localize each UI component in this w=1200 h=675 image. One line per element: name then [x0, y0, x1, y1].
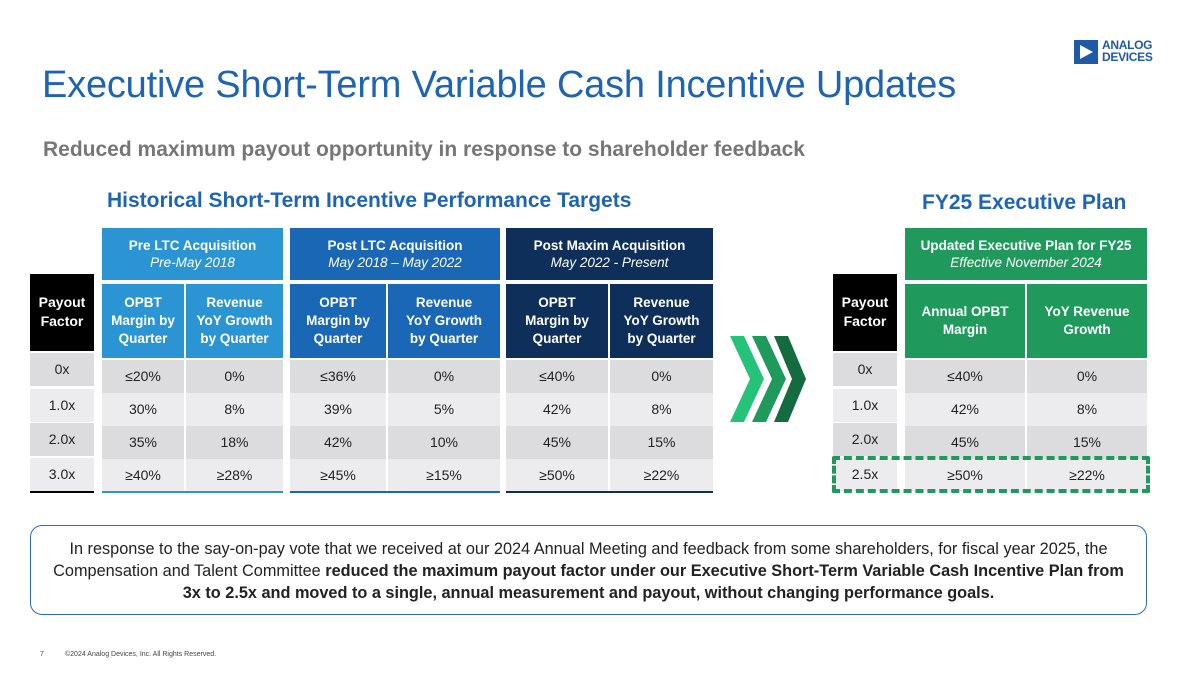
historical-payout-factor: 3.0x [30, 458, 94, 491]
table-cell: 35% [102, 426, 184, 459]
table-cell: 45% [506, 426, 608, 459]
historical-payout-bottom-rule [30, 491, 94, 493]
table-cell: ≥15% [388, 459, 500, 492]
historical-payout-factor: 0x [30, 353, 94, 386]
table-cell: 30% [102, 393, 184, 426]
group-title: Pre LTC Acquisition [128, 238, 257, 253]
page-subtitle: Reduced maximum payout opportunity in re… [43, 138, 805, 161]
table-cell: ≤20% [102, 360, 184, 393]
table-cell: 8% [610, 393, 713, 426]
table-cell: 0% [1027, 360, 1147, 393]
group-header-post-maxim: Post Maxim Acquisition May 2022 - Presen… [506, 228, 713, 280]
column-header-revenue: YoY Revenue Growth [1027, 284, 1147, 358]
column-header-revenue: Revenue YoY Growth by Quarter [610, 284, 713, 358]
group-header-fy25: Updated Executive Plan for FY25 Effectiv… [905, 228, 1147, 280]
logo-text: ANALOG DEVICES [1102, 38, 1153, 64]
column-header-opbt: OPBT Margin by Quarter [290, 284, 386, 358]
table-cell: ≤40% [506, 360, 608, 393]
table-cell: 5% [388, 393, 500, 426]
group-period: May 2018 – May 2022 [328, 255, 462, 270]
table-cell: 42% [905, 393, 1025, 426]
table-cell: 39% [290, 393, 386, 426]
historical-payout-header: Payout Factor [30, 274, 94, 351]
fy25-payout-factor: 0x [833, 353, 897, 386]
group-bottom-rule [102, 491, 283, 493]
table-cell: 8% [186, 393, 283, 426]
group-period: May 2022 - Present [550, 255, 669, 270]
group-title: Post LTC Acquisition [327, 238, 463, 253]
group-title: Post Maxim Acquisition [533, 238, 686, 253]
fy25-payout-factor: 2.0x [833, 423, 897, 456]
column-header-opbt: Annual OPBT Margin [905, 284, 1025, 358]
table-cell: ≥50% [905, 459, 1025, 492]
table-cell: 18% [186, 426, 283, 459]
fy25-heading: FY25 Executive Plan [922, 191, 1127, 214]
table-cell: ≥50% [506, 459, 608, 492]
group-header-post-ltc: Post LTC Acquisition May 2018 – May 2022 [290, 228, 500, 280]
chevron-arrows-icon [730, 336, 806, 422]
group-period: Effective November 2024 [950, 255, 1102, 270]
table-cell: 42% [506, 393, 608, 426]
group-header-pre-ltc: Pre LTC Acquisition Pre-May 2018 [102, 228, 283, 280]
table-cell: 0% [610, 360, 713, 393]
note-bold-text: reduced the maximum payout factor under … [182, 562, 1124, 602]
note-box: In response to the say-on-pay vote that … [30, 525, 1147, 615]
page-title: Executive Short-Term Variable Cash Incen… [42, 64, 956, 106]
fy25-payout-factor: 2.5x [833, 458, 897, 491]
historical-payout-factor: 2.0x [30, 423, 94, 456]
table-cell: 0% [388, 360, 500, 393]
table-cell: ≤40% [905, 360, 1025, 393]
column-header-opbt: OPBT Margin by Quarter [102, 284, 184, 358]
highlight-dashed-box [832, 456, 1150, 493]
fy25-payout-factor: 1.0x [833, 389, 897, 422]
table-cell: 45% [905, 426, 1025, 459]
group-bottom-rule [506, 491, 713, 493]
fy25-payout-header: Payout Factor [833, 274, 897, 351]
table-cell: ≥28% [186, 459, 283, 492]
table-cell: ≥45% [290, 459, 386, 492]
table-cell: ≤36% [290, 360, 386, 393]
group-period: Pre-May 2018 [150, 255, 235, 270]
table-cell: 0% [186, 360, 283, 393]
historical-heading: Historical Short-Term Incentive Performa… [107, 189, 632, 212]
column-header-revenue: Revenue YoY Growth by Quarter [388, 284, 500, 358]
column-header-revenue: Revenue YoY Growth by Quarter [186, 284, 283, 358]
table-cell: 10% [388, 426, 500, 459]
column-header-opbt: OPBT Margin by Quarter [506, 284, 608, 358]
group-title: Updated Executive Plan for FY25 [920, 238, 1132, 253]
note-plain-text: In response to the say-on-pay vote that … [53, 540, 1108, 580]
copyright: ©2024 Analog Devices, Inc. All Rights Re… [65, 651, 217, 658]
table-cell: ≥40% [102, 459, 184, 492]
table-cell: 8% [1027, 393, 1147, 426]
group-bottom-rule [290, 491, 500, 493]
table-cell: 15% [1027, 426, 1147, 459]
table-cell: ≥22% [610, 459, 713, 492]
table-cell: ≥22% [1027, 459, 1147, 492]
table-cell: 42% [290, 426, 386, 459]
logo-triangle-icon [1074, 40, 1098, 64]
historical-payout-factor: 1.0x [30, 389, 94, 422]
table-cell: 15% [610, 426, 713, 459]
company-logo: ANALOG DEVICES [1074, 38, 1164, 66]
page-number: 7 [40, 651, 44, 658]
